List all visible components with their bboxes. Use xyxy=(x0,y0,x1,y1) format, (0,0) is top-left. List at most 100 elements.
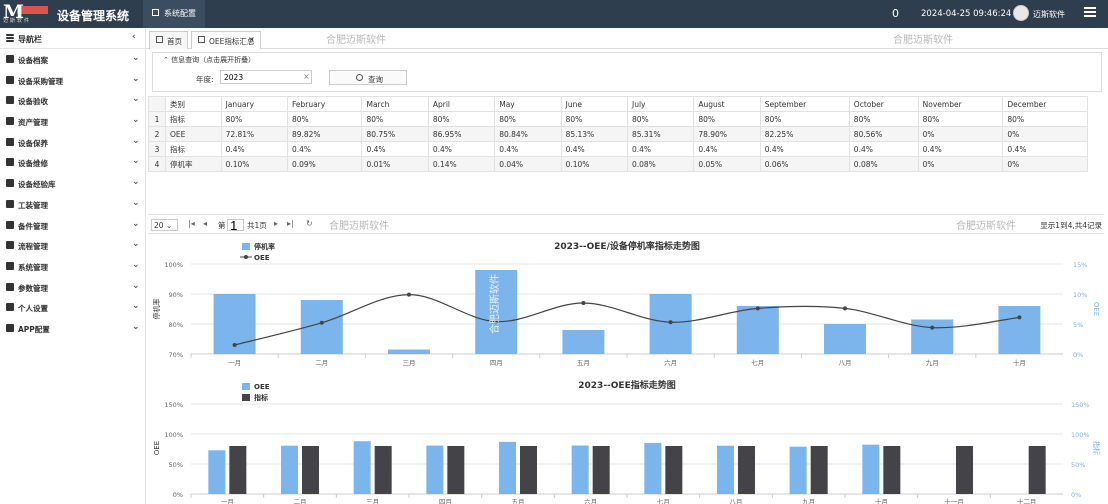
column-header[interactable]: June xyxy=(560,96,628,112)
row-number: 2 xyxy=(148,126,166,142)
sidebar-item-label: APP配置 xyxy=(18,324,50,334)
sidebar-item-personal[interactable]: 个人设置 ⌄ xyxy=(0,297,145,318)
logo: M 迈斯软件 xyxy=(3,1,49,25)
workflow-icon xyxy=(6,241,14,250)
x-tick-label: 六月 xyxy=(584,497,597,504)
table-cell: 0.4% xyxy=(848,141,919,157)
clear-icon[interactable]: × xyxy=(303,72,310,81)
table-cell: 80.75% xyxy=(361,126,429,142)
sidebar-item-label: 设备验收 xyxy=(18,97,48,107)
prev-page-icon[interactable]: ◂ xyxy=(203,219,208,228)
table-cell: 0% xyxy=(1002,156,1088,172)
x-tick-label: 四月 xyxy=(439,498,452,504)
table-cell: 0.4% xyxy=(494,141,562,157)
chevron-down-icon[interactable]: ⌄ xyxy=(132,135,140,146)
column-header[interactable]: May xyxy=(494,96,562,112)
page-size-select[interactable]: 20 ⌄ xyxy=(151,219,178,231)
search-button[interactable]: 查询 xyxy=(329,70,407,85)
table-cell: 80.56% xyxy=(848,126,919,142)
table-cell: 80% xyxy=(560,111,628,127)
watermark: 合肥迈斯软件 xyxy=(329,221,389,232)
sidebar-item-system[interactable]: 系统管理 ⌄ xyxy=(0,256,145,277)
year-input[interactable] xyxy=(220,70,312,84)
y-tick-label: 100% xyxy=(164,431,183,439)
chevron-down-icon[interactable]: ⌄ xyxy=(132,115,140,126)
sidebar-item-archive[interactable]: 设备档案 ⌄ xyxy=(0,49,145,70)
page-input[interactable] xyxy=(227,219,244,231)
table-cell: OEE xyxy=(165,126,222,142)
tab-bar: 首页 OEE指标汇总 × 合肥迈斯软件 合肥迈斯软件 xyxy=(146,28,1108,49)
collapse-sidebar-icon[interactable]: ‹ xyxy=(132,32,136,42)
first-page-icon[interactable]: |◂ xyxy=(188,219,195,228)
sidebar-item-app-config[interactable]: APP配置 ⌄ xyxy=(0,318,145,339)
chevron-down-icon[interactable]: ⌄ xyxy=(132,259,140,270)
table-cell: 72.81% xyxy=(220,126,288,142)
column-header[interactable]: April xyxy=(427,96,496,112)
table-cell: 0.09% xyxy=(286,156,363,172)
sidebar-item-parameters[interactable]: 参数管理 ⌄ xyxy=(0,277,145,298)
user-name[interactable]: 迈斯软件 xyxy=(1033,10,1065,19)
sidebar-item-tooling[interactable]: 工装管理 ⌄ xyxy=(0,194,145,215)
page-label: 第 xyxy=(218,221,226,230)
column-header[interactable]: February xyxy=(286,96,363,112)
tab-oee-summary[interactable]: OEE指标汇总 × xyxy=(191,31,261,49)
notification-count[interactable]: 0 xyxy=(892,7,899,20)
sidebar-item-purchase[interactable]: 设备采购管理 ⌄ xyxy=(0,70,145,91)
query-panel-toggle[interactable]: ⌃ 信息查询（点击展开折叠） xyxy=(163,56,256,64)
sidebar-item-spare-parts[interactable]: 备件管理 ⌄ xyxy=(0,215,145,236)
y2-tick-label: 10% xyxy=(1073,291,1087,299)
hamburger-menu-icon[interactable] xyxy=(1084,7,1096,17)
next-page-icon[interactable]: ▸ xyxy=(274,219,279,228)
x-tick-label: 十一月 xyxy=(944,497,964,504)
column-header[interactable]: 类别 xyxy=(165,96,222,112)
legend-swatch xyxy=(242,383,250,390)
last-page-icon[interactable]: ▸| xyxy=(287,219,294,228)
avatar[interactable] xyxy=(1013,5,1029,21)
sidebar-item-maintenance[interactable]: 设备保养 ⌄ xyxy=(0,132,145,153)
sidebar-item-asset[interactable]: 资产管理 ⌄ xyxy=(0,111,145,132)
table-row[interactable]: 1 指标 80% 80% 80% 80% 80% 80% 80% 80% 80% 80% 80% 80% xyxy=(148,111,1088,127)
chevron-down-icon[interactable]: ⌄ xyxy=(132,53,140,63)
column-header[interactable]: March xyxy=(361,96,429,112)
table-cell: 0.4% xyxy=(560,141,628,157)
chevron-down-icon[interactable]: ⌄ xyxy=(132,94,140,105)
chevron-down-icon[interactable]: ⌄ xyxy=(132,73,140,84)
chevron-down-icon[interactable]: ⌄ xyxy=(132,280,140,291)
y2-axis-label: 指标 xyxy=(1092,441,1101,455)
x-tick-label: 三月 xyxy=(366,498,379,504)
table-cell: 80% xyxy=(759,111,850,127)
column-header[interactable]: September xyxy=(759,96,850,112)
sidebar-item-repair[interactable]: 设备维修 ⌄ xyxy=(0,152,145,173)
column-header[interactable]: July xyxy=(626,96,695,112)
column-header[interactable]: August xyxy=(693,96,761,112)
personal-icon xyxy=(6,303,14,312)
chevron-down-icon[interactable]: ⌄ xyxy=(132,218,140,229)
table-cell: 0.4% xyxy=(427,141,496,157)
chevron-down-icon[interactable]: ⌄ xyxy=(132,177,140,188)
sidebar-item-knowledge[interactable]: 设备经验库 ⌄ xyxy=(0,173,145,194)
column-header[interactable]: December xyxy=(1002,96,1088,112)
nav-system-config[interactable]: 系统配置 xyxy=(143,0,205,28)
chevron-down-icon[interactable]: ⌄ xyxy=(132,197,140,208)
tab-home[interactable]: 首页 xyxy=(149,31,188,49)
chevron-down-icon[interactable]: ⌄ xyxy=(132,239,140,250)
column-header[interactable]: November xyxy=(917,96,1004,112)
bar-oee xyxy=(571,445,589,494)
table-cell: 0.01% xyxy=(361,156,429,172)
sidebar-item-workflow[interactable]: 流程管理 ⌄ xyxy=(0,235,145,256)
row-number: 1 xyxy=(148,111,166,127)
chevron-down-icon[interactable]: ⌄ xyxy=(132,321,140,332)
chevron-down-icon[interactable]: ⌄ xyxy=(132,301,140,312)
chevron-down-icon[interactable]: ⌄ xyxy=(132,156,140,167)
close-tab-icon[interactable]: × xyxy=(248,35,255,44)
top-bar: M 迈斯软件 设备管理系统 系统配置 0 2024-04-25 09:46:24… xyxy=(0,0,1108,28)
table-row[interactable]: 2 OEE 72.81% 89.82% 80.75% 86.95% 80.84% 85.13%… xyxy=(148,126,1088,142)
refresh-icon[interactable]: ↻ xyxy=(306,219,313,228)
sidebar-item-acceptance[interactable]: 设备验收 ⌄ xyxy=(0,90,145,111)
column-header[interactable]: January xyxy=(220,96,288,112)
table-row[interactable]: 3 指标 0.4% 0.4% 0.4% 0.4% 0.4% 0.4% 0.4% 0.4% 0.4% 0… xyxy=(148,141,1088,157)
table-row[interactable]: 4 停机率 0.10% 0.09% 0.01% 0.14% 0.04% 0.10% 0.08% 0… xyxy=(148,156,1088,172)
column-header[interactable]: October xyxy=(848,96,919,112)
sidebar-item-label: 流程管理 xyxy=(18,242,48,252)
